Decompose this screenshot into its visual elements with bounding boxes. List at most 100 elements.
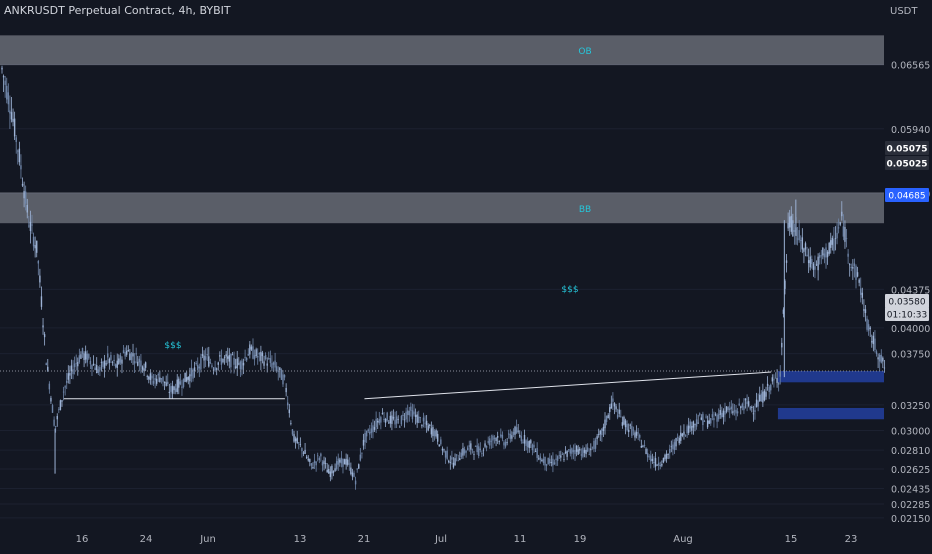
candle-body	[143, 368, 145, 372]
candle-body	[211, 365, 213, 367]
candle-body	[657, 462, 660, 466]
time-axis[interactable]: 16 24 Jun 13 21 Jul 11 19 Aug 15 23	[76, 534, 858, 545]
candle-body	[593, 440, 595, 450]
candle-body	[29, 221, 32, 231]
candle-body	[580, 454, 583, 456]
candle-body	[197, 364, 199, 370]
candle-body	[686, 426, 688, 434]
zone-label: BB	[579, 205, 591, 215]
candle-body	[826, 251, 829, 258]
price-axis[interactable]: 0.065650.059400.053100.043750.040000.037…	[891, 61, 930, 525]
candle-body	[223, 356, 226, 358]
candle-body	[288, 409, 290, 414]
candle-body	[882, 357, 884, 362]
candle-body	[418, 416, 420, 424]
candle-body	[509, 433, 511, 439]
y-tick-label: 0.02150	[891, 514, 930, 525]
candle-body	[680, 432, 682, 441]
candle-body	[785, 260, 788, 263]
candle-body	[874, 338, 876, 350]
candle-body	[187, 376, 189, 380]
candle-body	[252, 346, 254, 359]
candle-body	[429, 424, 431, 427]
candle-body	[348, 463, 350, 465]
candle-body	[669, 448, 671, 454]
candle-body	[293, 434, 295, 442]
candle-body	[217, 362, 219, 365]
candle-body	[353, 472, 355, 477]
y-tick-label: 0.02285	[891, 500, 930, 511]
candle-body	[219, 355, 221, 357]
candle-body	[860, 288, 862, 295]
candle-body	[547, 457, 549, 465]
candle-body	[768, 386, 770, 393]
candle-body	[126, 350, 128, 355]
candle-body	[110, 355, 112, 360]
candle-body	[370, 428, 373, 433]
candle-body	[875, 351, 878, 355]
candle-body	[869, 327, 871, 330]
candle-body	[151, 375, 153, 379]
candle-body	[446, 450, 448, 459]
candle-body	[433, 431, 436, 437]
candle-body	[347, 459, 349, 465]
candle-body	[831, 237, 834, 245]
candle-body	[140, 360, 142, 367]
chart-title: ANKRUSDT Perpetual Contract, 4h, BYBIT	[4, 4, 231, 17]
candle-body	[556, 456, 559, 461]
candle-body	[579, 448, 581, 451]
candle-body	[64, 386, 66, 388]
candle-body	[1, 67, 3, 70]
candle-body	[803, 248, 805, 252]
candle-body	[116, 360, 118, 368]
candle-body	[362, 439, 365, 446]
candle-body	[872, 335, 875, 345]
candle-body	[811, 258, 813, 264]
candle-body	[192, 369, 194, 379]
candle-body	[358, 464, 360, 469]
candle-body	[605, 416, 608, 423]
candle-body	[500, 434, 502, 437]
candle-body	[834, 237, 837, 239]
price-tag-bg	[885, 307, 929, 321]
candle-body	[356, 468, 358, 470]
candle-body	[492, 435, 494, 441]
candle-body	[78, 355, 81, 363]
candle-body	[473, 454, 475, 455]
candle-body	[384, 419, 387, 423]
candle-body	[545, 464, 548, 466]
candle-body	[301, 448, 303, 452]
candle-body	[193, 367, 196, 371]
candle-body	[493, 437, 496, 439]
candle-body	[389, 415, 392, 424]
candle-body	[47, 366, 49, 371]
candle-body	[414, 414, 417, 417]
candle-body	[735, 409, 737, 414]
candle-body	[678, 437, 680, 444]
candle-body	[443, 449, 445, 451]
candle-body	[643, 445, 646, 447]
candle-body	[681, 433, 684, 436]
candle-body	[553, 462, 556, 465]
candle-body	[448, 460, 450, 463]
candle-body	[130, 352, 133, 360]
candle-body	[531, 444, 534, 451]
candle-body	[174, 388, 177, 393]
candle-body	[81, 347, 84, 355]
candle-body	[206, 354, 208, 356]
candle-body	[691, 425, 693, 431]
candle-body	[435, 430, 437, 437]
candle-body	[710, 418, 712, 424]
candle-body	[34, 245, 36, 249]
candle-body	[277, 370, 279, 372]
candle-body	[233, 357, 235, 365]
candle-body	[738, 403, 740, 406]
candle-body	[176, 379, 178, 392]
candle-body	[544, 456, 546, 466]
candle-body	[80, 354, 82, 359]
candle-body	[350, 467, 352, 474]
candle-body	[444, 451, 447, 458]
candle-body	[699, 413, 701, 415]
candle-body	[474, 446, 477, 447]
